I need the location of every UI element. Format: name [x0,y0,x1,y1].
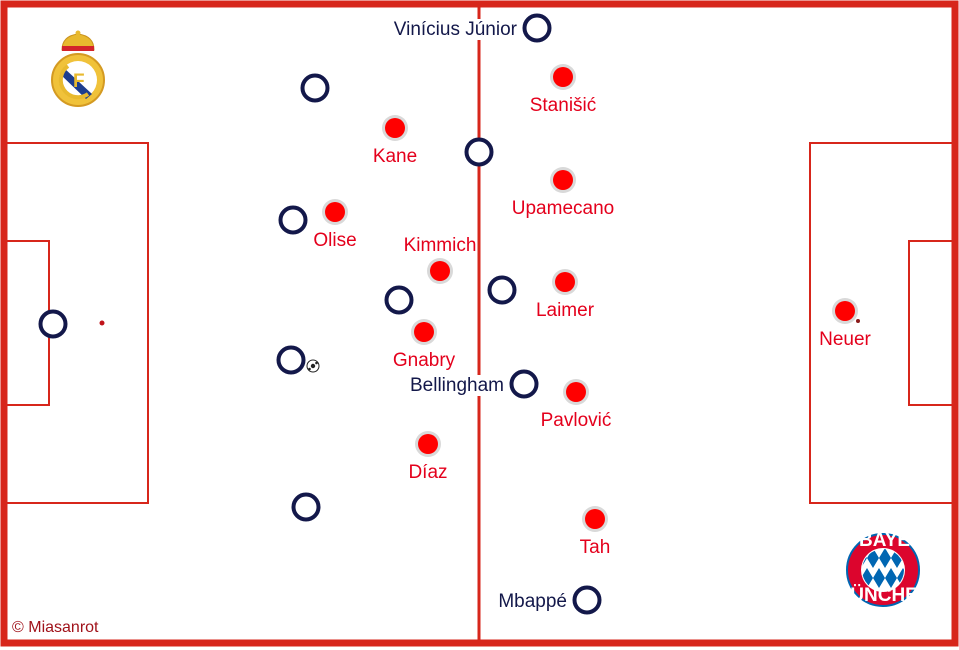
player-name: Vinícius Júnior [394,19,518,40]
real-player-marker [522,13,552,43]
player-name: Pavlović [541,410,612,431]
bayern-player: Stanišić [530,64,597,116]
player-name: Mbappé [498,591,567,612]
bayern-player-marker [585,509,605,529]
real-player-marker [276,345,306,375]
real-player-marker [300,73,330,103]
real-player-marker [572,585,602,615]
player-name: Laimer [536,300,595,321]
player-name: Upamecano [512,198,614,219]
player-name: Stanišić [530,95,597,116]
credit-text: © Miasanrot [12,619,99,636]
bayern-player-marker [325,202,345,222]
ball-icon [306,359,320,373]
bayern-player: Upamecano [512,167,614,219]
real-player [464,137,494,167]
bayern-player: Neuer [819,298,872,350]
player-name: Gnabry [393,350,456,371]
bayern-player-marker [430,261,450,281]
real-player [278,205,308,235]
player-name: Kane [373,146,417,167]
real-player-marker [291,492,321,522]
bayern-player-marker [553,170,573,190]
player-name: Tah [580,537,611,558]
bayern-player-marker [835,301,855,321]
bayern-player: Díaz [408,431,448,483]
bayern-player: Laimer [536,269,595,321]
bayern-player: Gnabry [393,319,456,371]
left-penalty-box [3,142,149,504]
bayern-player-marker [385,118,405,138]
bayern-player: Tah [580,506,611,558]
real-player-marker [38,309,68,339]
bayern-player: Kane [373,115,417,167]
bayern-player-marker [553,67,573,87]
bayern-player: Kimmich [404,235,477,284]
real-player-marker [464,137,494,167]
bayern-logo: FC BAYERN MÜNCHEN [828,530,938,607]
real-player-marker [509,369,539,399]
svg-text:F: F [73,71,85,92]
real-player: Bellingham [408,369,539,399]
real-player [38,309,68,339]
player-name: Kimmich [404,235,477,256]
real-player-marker [384,285,414,315]
real-player: Mbappé [496,585,602,615]
player-name: Díaz [408,462,447,483]
players-layer: Stanišić Kane Upamecano Olise Kimmich Laimer G… [38,13,872,615]
real-player-marker [278,205,308,235]
svg-text:MÜNCHEN: MÜNCHEN [834,585,931,606]
real-madrid-logo: F [51,30,105,107]
bayern-player: Olise [313,199,357,251]
player-name: Bellingham [410,375,504,396]
real-player: Vinícius Júnior [391,13,552,43]
real-player-marker [487,275,517,305]
svg-text:FC BAYERN: FC BAYERN [828,530,937,551]
bayern-player: Pavlović [541,379,612,431]
bayern-player-marker [566,382,586,402]
label-background [408,375,506,396]
label-background [391,19,520,40]
bayern-player-marker [414,322,434,342]
real-player [300,73,330,103]
player-name: Neuer [819,329,871,350]
real-player [487,275,517,305]
bayern-player-marker [555,272,575,292]
ball-marker [856,319,860,323]
bayern-player-marker [418,434,438,454]
real-player [384,285,414,315]
penalty-spot-marker [99,320,105,326]
player-name: Olise [313,230,356,251]
label-background [496,591,569,612]
real-player [276,345,306,375]
real-player [291,492,321,522]
right-penalty-box [809,142,956,504]
right-goal-box [908,240,956,406]
